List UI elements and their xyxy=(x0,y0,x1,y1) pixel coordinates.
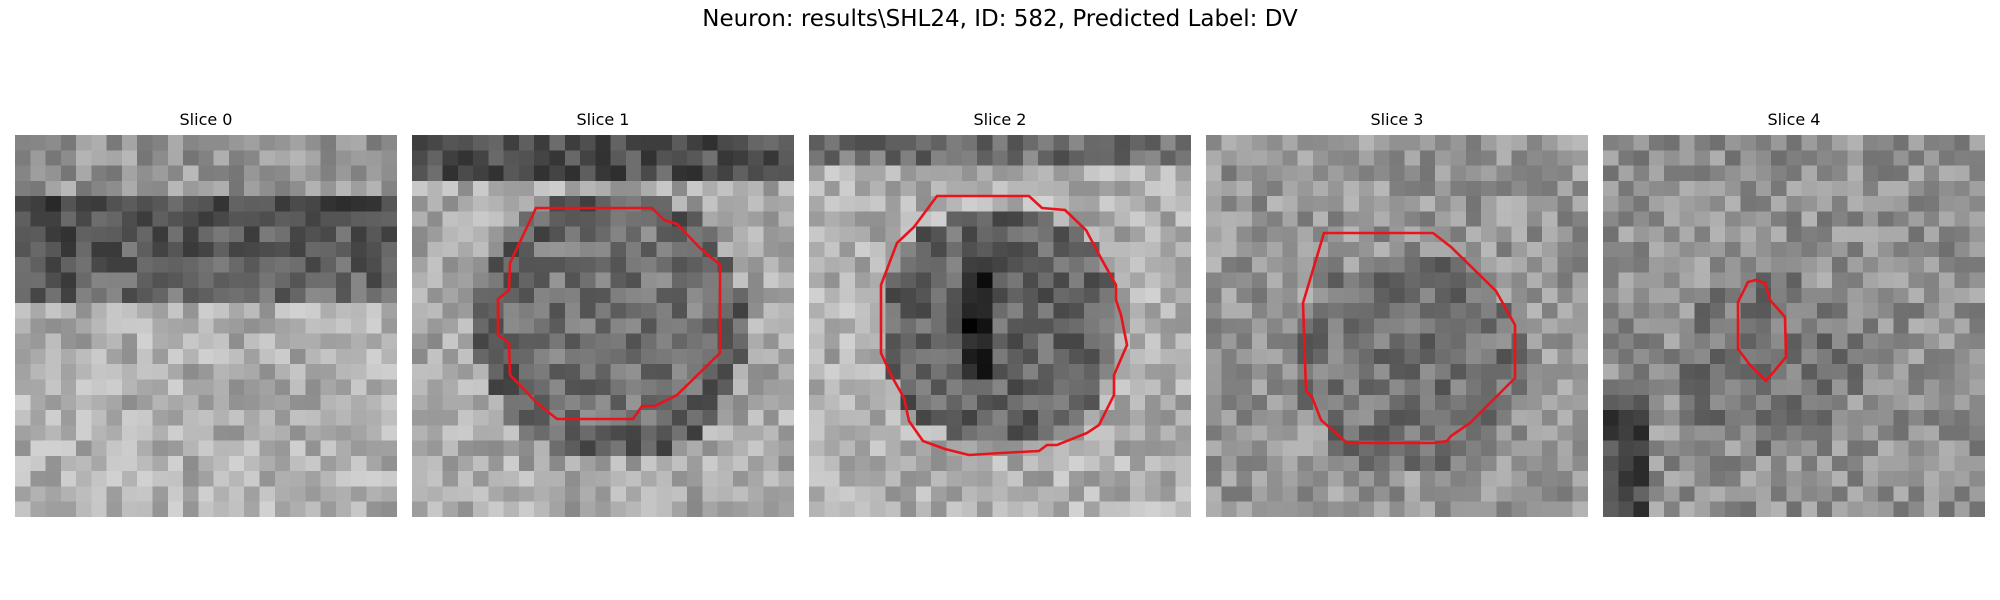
panel-title-slice-3: Slice 3 xyxy=(1370,110,1424,129)
panel-title-slice-4: Slice 4 xyxy=(1767,110,1821,129)
slice-1-contour xyxy=(496,206,722,421)
panel-title-slice-2: Slice 2 xyxy=(973,110,1027,129)
slice-0-image xyxy=(15,135,397,517)
panel-title-slice-1: Slice 1 xyxy=(576,110,630,129)
figure-title: Neuron: results\SHL24, ID: 582, Predicte… xyxy=(702,6,1298,32)
slice-3-contour xyxy=(1301,231,1517,445)
slice-3-image xyxy=(1206,135,1588,517)
slice-2-contour xyxy=(879,194,1129,457)
slice-4-contour xyxy=(1736,278,1788,383)
panel-title-slice-0: Slice 0 xyxy=(179,110,233,129)
slice-4-image xyxy=(1603,135,1985,517)
slice-1-image xyxy=(412,135,794,517)
